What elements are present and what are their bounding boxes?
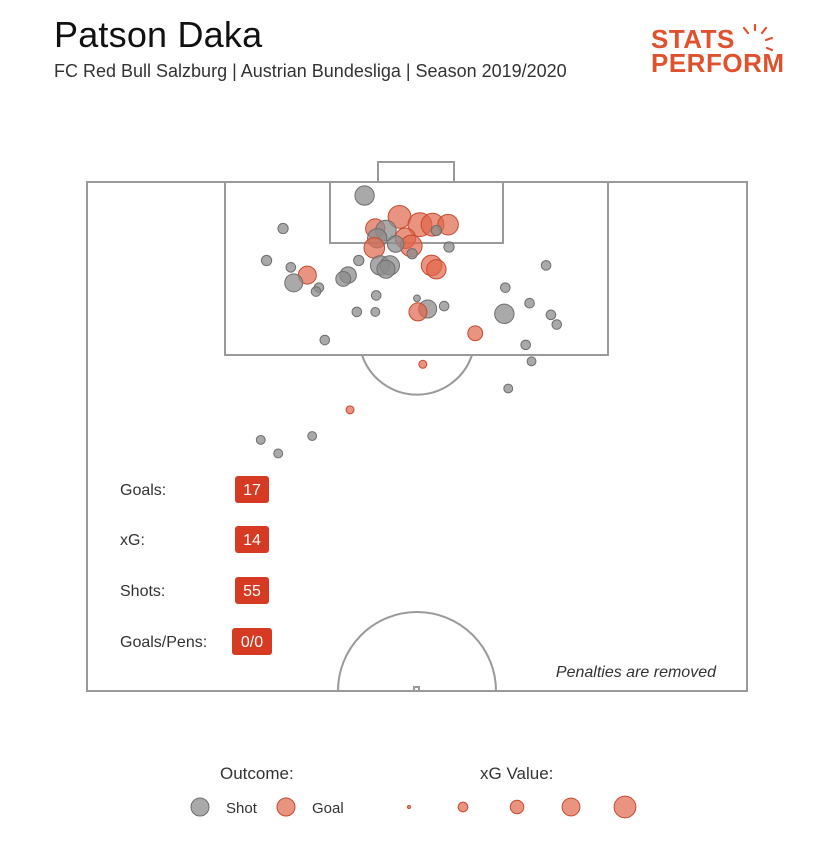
legend-xg-size-marker (613, 795, 637, 819)
legend-shot-marker (190, 797, 210, 817)
goal-marker (437, 213, 459, 236)
stat-label-xg: xG: (120, 532, 145, 549)
shot-marker (310, 286, 322, 297)
stat-value-shots: 55 (243, 583, 261, 600)
goal-marker (418, 359, 428, 369)
shot-marker (335, 271, 352, 287)
stat-label-goals-pens: Goals/Pens: (120, 634, 207, 651)
shot-marker (494, 303, 515, 325)
shot-marker (285, 262, 297, 273)
goal-marker (426, 259, 447, 280)
shot-marker (307, 431, 318, 441)
shot-marker (520, 339, 532, 351)
legend-xg-size-marker (561, 797, 581, 817)
shot-marker (284, 273, 304, 293)
center-circle-arc (337, 611, 497, 692)
legend-xg-title: xG Value: (480, 764, 553, 783)
shot-marker (443, 241, 455, 253)
stat-label-goals: Goals: (120, 482, 166, 499)
shot-marker (353, 254, 365, 267)
shot-marker (500, 282, 511, 293)
shot-marker (406, 248, 418, 260)
logo-line-1: STATS (651, 24, 735, 54)
shot-marker (540, 260, 552, 271)
goal-marker (363, 237, 386, 259)
legend-xg-size-marker (407, 805, 411, 809)
stat-value-xg: 14 (243, 532, 261, 549)
legend-xg-sizes (407, 795, 637, 819)
shot-marker (413, 294, 421, 303)
legend-xg-size-marker (509, 799, 525, 815)
logo-line-2: PERFORM (651, 48, 785, 78)
shot-marker (260, 254, 273, 267)
shot-marker (526, 356, 537, 367)
shot-marker (545, 309, 557, 321)
shot-marker (255, 434, 266, 445)
legend-xg-size-marker (457, 801, 469, 813)
penalty-arc (361, 354, 473, 396)
center-spot (413, 686, 420, 692)
penalty-area (224, 181, 609, 356)
stat-label-shots: Shots: (120, 583, 165, 600)
shot-marker (386, 235, 405, 253)
stat-badge-goals (235, 476, 269, 503)
legend-goal-marker (276, 797, 296, 817)
stats-perform-logo: STATS PERFORM (651, 24, 791, 78)
page-title: Patson Daka (54, 14, 263, 55)
legend-shot-label: Shot (226, 800, 258, 817)
stat-badge-xg (235, 526, 269, 553)
shot-marker (370, 306, 381, 317)
shot-marker (503, 383, 514, 394)
page-subtitle: FC Red Bull Salzburg | Austrian Bundesli… (54, 61, 567, 81)
pitch-outline (86, 181, 748, 692)
shot-marker (273, 448, 284, 459)
goal-marker (467, 325, 484, 342)
shot-marker (277, 222, 289, 235)
stat-badge-goals-pens (232, 628, 272, 655)
stat-value-goals: 17 (243, 482, 261, 499)
shot-marker (551, 319, 563, 330)
legend: Outcome: Shot Goal xG Value: (190, 764, 637, 819)
shot-marker (319, 334, 331, 346)
stat-value-goals-pens: 0/0 (241, 634, 263, 651)
stats-panel: Goals: 17 xG: 14 Shots: 55 Goals/Pens: 0… (120, 476, 272, 655)
legend-outcome-title: Outcome: (220, 764, 294, 783)
penalties-note: Penalties are removed (556, 664, 717, 681)
shot-marker (370, 290, 382, 301)
shot-marker (376, 259, 396, 279)
goal-marker (345, 405, 355, 415)
shot-marker (524, 297, 535, 309)
goal-marker (408, 302, 428, 322)
shot-marker (351, 306, 363, 318)
shot-marker (430, 224, 443, 237)
stat-badge-shots (235, 577, 269, 604)
legend-goal-label: Goal (312, 800, 344, 817)
shot-marker (354, 185, 375, 206)
shots-layer (255, 185, 563, 459)
goal-frame (377, 161, 455, 183)
sunburst-icon (742, 24, 774, 52)
shot-marker (438, 300, 450, 312)
